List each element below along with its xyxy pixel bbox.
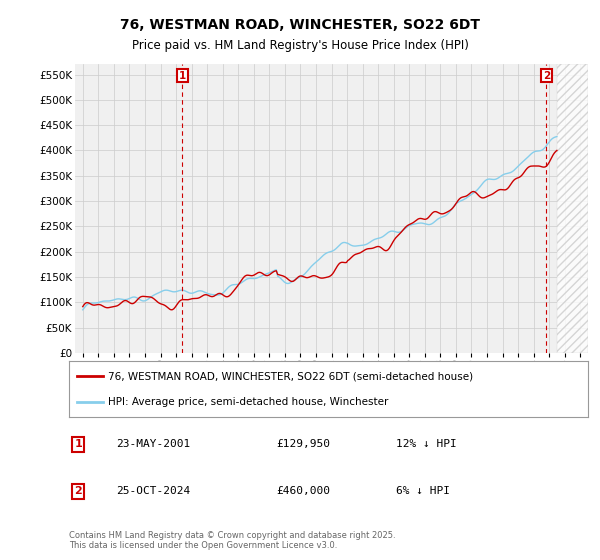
Text: 76, WESTMAN ROAD, WINCHESTER, SO22 6DT: 76, WESTMAN ROAD, WINCHESTER, SO22 6DT — [120, 18, 480, 32]
Text: 25-OCT-2024: 25-OCT-2024 — [116, 487, 190, 496]
Text: 12% ↓ HPI: 12% ↓ HPI — [396, 440, 457, 449]
Text: 2: 2 — [543, 71, 550, 81]
Text: 2: 2 — [74, 487, 82, 496]
Text: £460,000: £460,000 — [277, 487, 331, 496]
Text: 6% ↓ HPI: 6% ↓ HPI — [396, 487, 450, 496]
Text: Price paid vs. HM Land Registry's House Price Index (HPI): Price paid vs. HM Land Registry's House … — [131, 39, 469, 53]
Text: HPI: Average price, semi-detached house, Winchester: HPI: Average price, semi-detached house,… — [108, 397, 388, 407]
Text: 23-MAY-2001: 23-MAY-2001 — [116, 440, 190, 449]
Text: Contains HM Land Registry data © Crown copyright and database right 2025.
This d: Contains HM Land Registry data © Crown c… — [69, 531, 395, 550]
Text: 1: 1 — [178, 71, 186, 81]
Text: 76, WESTMAN ROAD, WINCHESTER, SO22 6DT (semi-detached house): 76, WESTMAN ROAD, WINCHESTER, SO22 6DT (… — [108, 371, 473, 381]
Text: 1: 1 — [74, 440, 82, 449]
Text: £129,950: £129,950 — [277, 440, 331, 449]
